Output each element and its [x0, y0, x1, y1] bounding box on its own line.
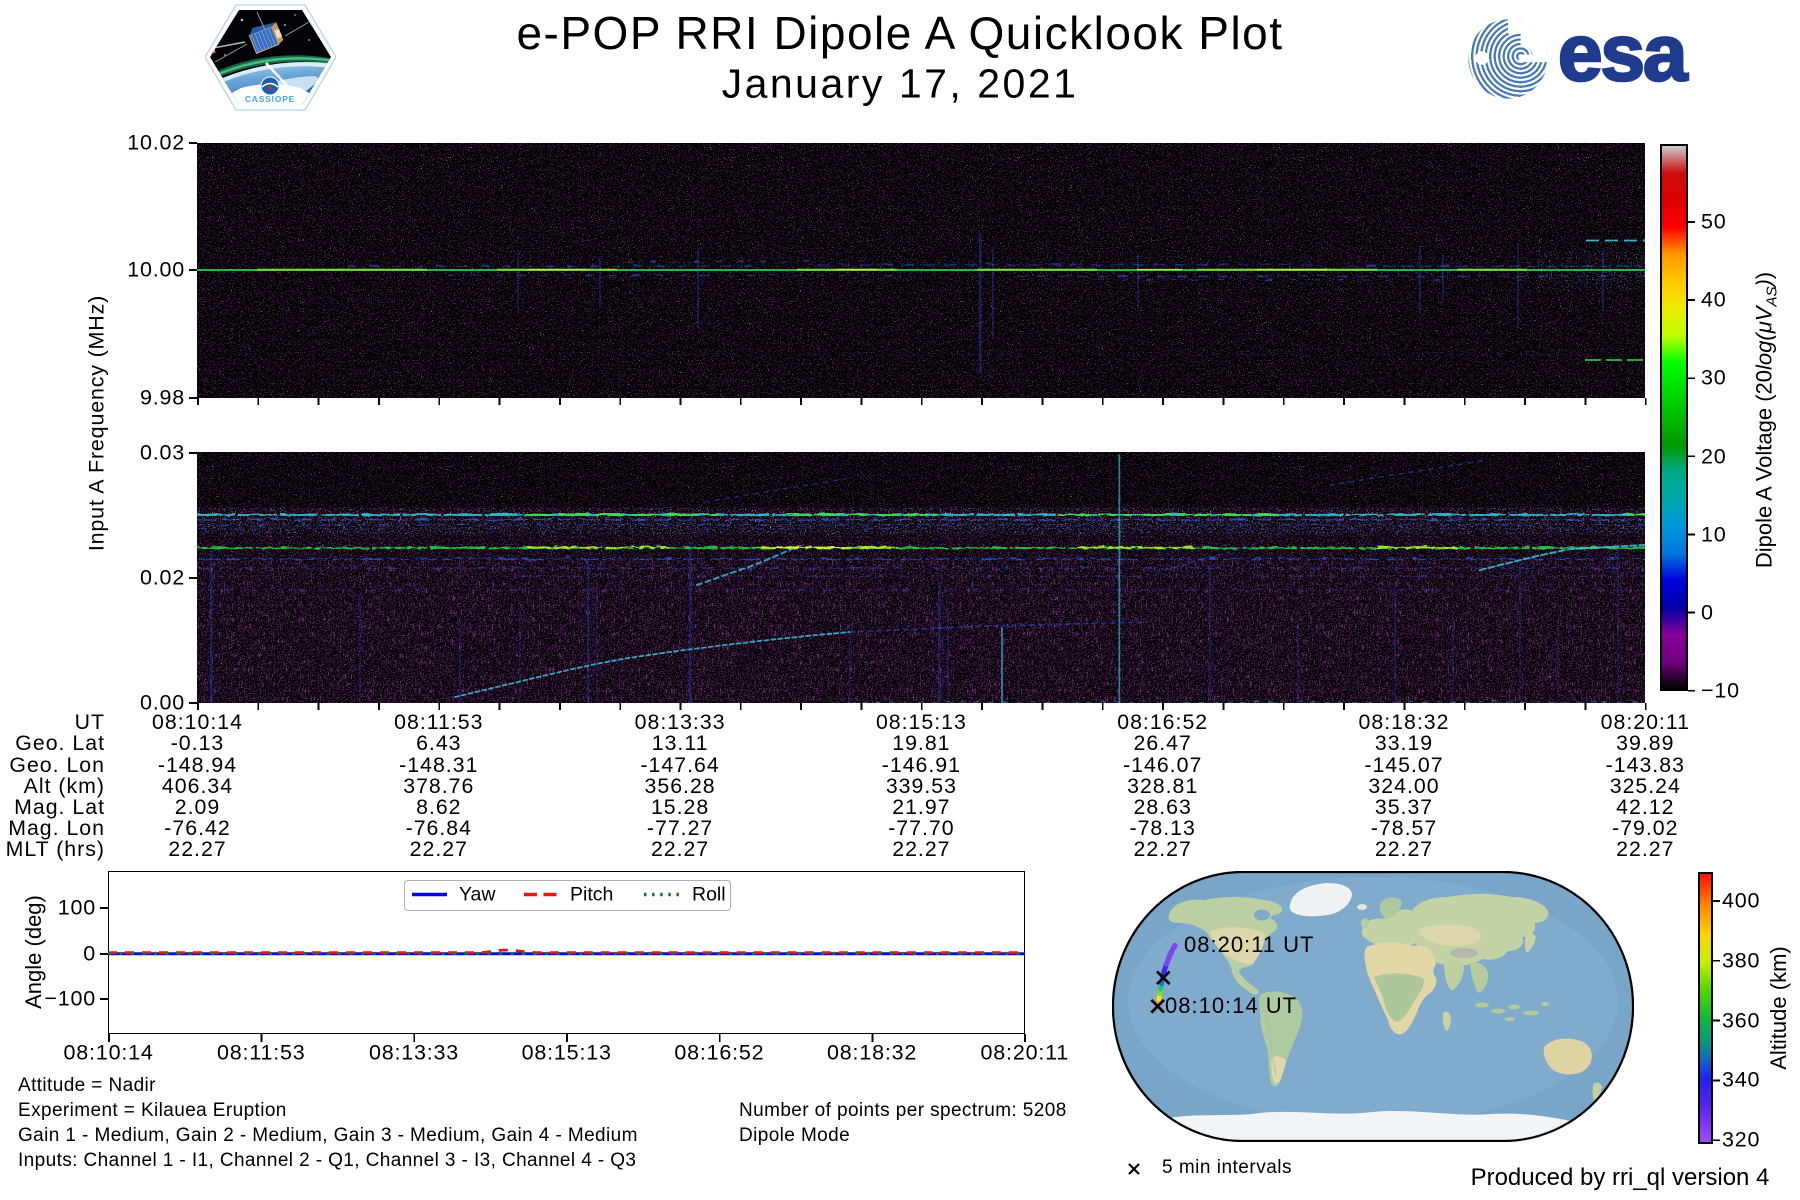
svg-text:CASSIOPE: CASSIOPE — [245, 94, 295, 104]
svg-text:esa: esa — [1558, 12, 1688, 97]
